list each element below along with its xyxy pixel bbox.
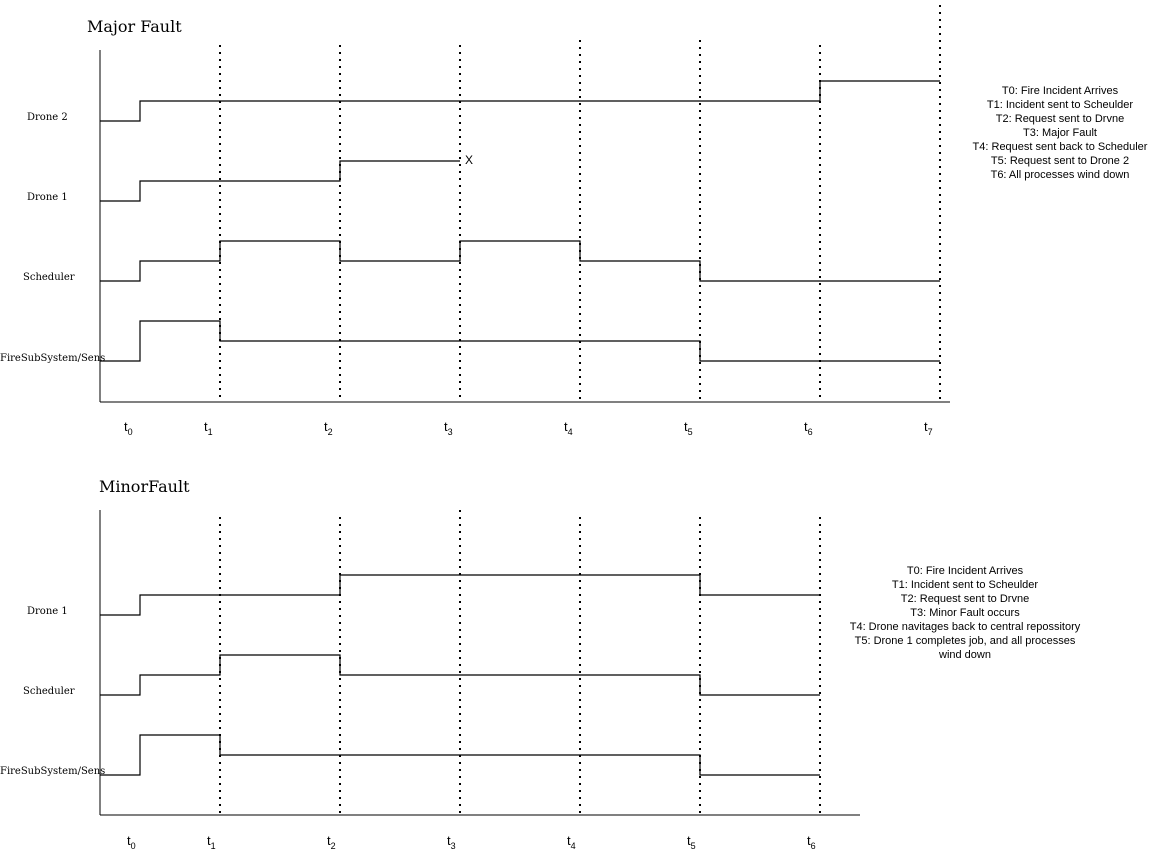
row-label: Drone 2 <box>27 112 68 123</box>
signal-waveform <box>100 574 820 616</box>
legend-line: T4: Request sent back to Scheduler <box>973 141 1148 153</box>
legend-block: T0: Fire Incident Arrives T1: Incident se… <box>973 85 1148 181</box>
legend-line: T0: Fire Incident Arrives <box>1002 85 1119 97</box>
signal-waveform <box>100 654 820 696</box>
legend-line: T5: Drone 1 completes job, and all proce… <box>855 635 1076 647</box>
legend-line: T3: Minor Fault occurs <box>910 607 1020 619</box>
legend-block: T0: Fire Incident Arrives T1: Incident se… <box>850 565 1081 661</box>
timing-diagram-minor-fault: MinorFault t0 t1 t2 t3 t4 t5 t6 Drone 1 Scheduler… <box>0 477 1081 851</box>
signal-waveform <box>100 240 940 282</box>
row-label: Scheduler <box>23 686 75 697</box>
legend-line: T5: Request sent to Drone 2 <box>991 155 1129 167</box>
diagram-title: MinorFault <box>99 477 190 496</box>
time-tick-label: t1 <box>204 419 213 437</box>
time-tick-label: t3 <box>447 833 456 851</box>
time-tick-label: t4 <box>564 419 573 437</box>
legend-line: T6: All processes wind down <box>991 169 1130 181</box>
time-tick-label: t0 <box>124 419 133 437</box>
time-tick-label: t5 <box>684 419 693 437</box>
legend-line: T1: Incident sent to Scheulder <box>892 579 1038 591</box>
legend-line: T4: Drone navitages back to central repo… <box>850 621 1081 633</box>
time-tick-label: t7 <box>924 419 933 437</box>
signal-waveform <box>100 160 460 202</box>
row-label: FireSubSystem/Sens <box>0 766 105 777</box>
time-tick-label: t0 <box>127 833 136 851</box>
timing-diagram-major-fault: Major Fault t0 t1 t2 t3 t4 t5 t6 t7 Drone 2 Drone … <box>0 5 1148 437</box>
time-tick-label: t2 <box>324 419 333 437</box>
legend-line: wind down <box>938 649 991 661</box>
time-tick-label: t6 <box>804 419 813 437</box>
time-tick-label: t4 <box>567 833 576 851</box>
time-tick-label: t2 <box>327 833 336 851</box>
row-label: Drone 1 <box>27 606 68 617</box>
row-label: FireSubSystem/Sens <box>0 353 105 364</box>
signal-waveform <box>100 80 940 122</box>
row-label: Drone 1 <box>27 192 68 203</box>
diagram-title: Major Fault <box>87 17 182 36</box>
legend-line: T0: Fire Incident Arrives <box>907 565 1024 577</box>
time-tick-label: t1 <box>207 833 216 851</box>
legend-line: T2: Request sent to Drvne <box>996 113 1124 125</box>
fault-marker: X <box>465 153 473 167</box>
time-tick-label: t5 <box>687 833 696 851</box>
legend-line: T2: Request sent to Drvne <box>901 593 1029 605</box>
time-tick-label: t3 <box>444 419 453 437</box>
legend-line: T1: Incident sent to Scheulder <box>987 99 1133 111</box>
legend-line: T3: Major Fault <box>1023 127 1097 139</box>
signal-waveform <box>100 734 820 776</box>
time-tick-label: t6 <box>807 833 816 851</box>
row-label: Scheduler <box>23 272 75 283</box>
signal-waveform <box>100 320 940 362</box>
